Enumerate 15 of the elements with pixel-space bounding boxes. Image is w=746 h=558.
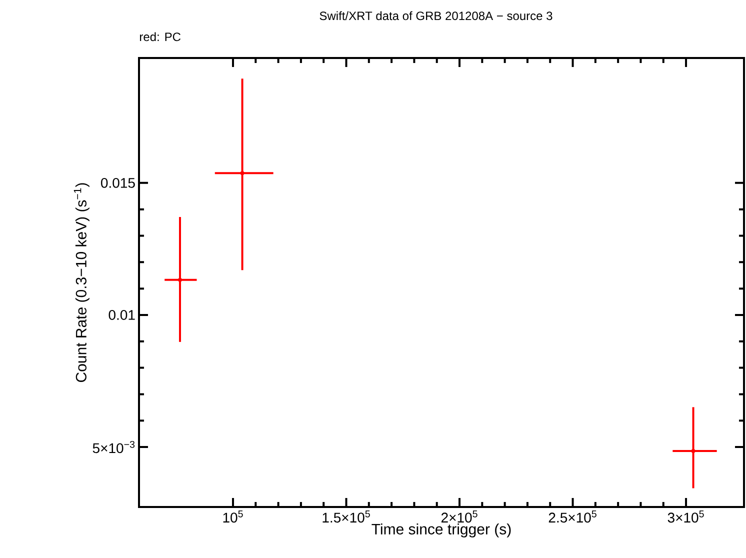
point (178, 278, 182, 282)
y-tick-label: 0.01 (108, 310, 135, 320)
x-axis-title: Time since trigger (s) (372, 523, 511, 538)
point (691, 449, 696, 454)
x-tick-label: 3×10$^{5}$ (668, 510, 704, 523)
chart-title: Swift/XRT data of GRB 201208A − source 3 (320, 11, 552, 20)
y-tick-label: 5×10$^{−3}$ (92, 440, 135, 454)
x-tick-label: 1.5×10$^{5}$ (322, 510, 370, 523)
x-tick-label: 2×10$^{5}$ (441, 510, 478, 523)
point (240, 171, 244, 176)
y-tick-label: 0.015 (100, 178, 135, 188)
chart-subtitle: red: PC (140, 32, 181, 42)
y-axis-title: Count Rate (0.3−10 keV) (s$^{−1}$) (74, 183, 90, 382)
x-tick-label: 2.5×10$^{5}$ (548, 510, 596, 523)
x-tick-label: 10$^{5}$ (223, 510, 243, 523)
